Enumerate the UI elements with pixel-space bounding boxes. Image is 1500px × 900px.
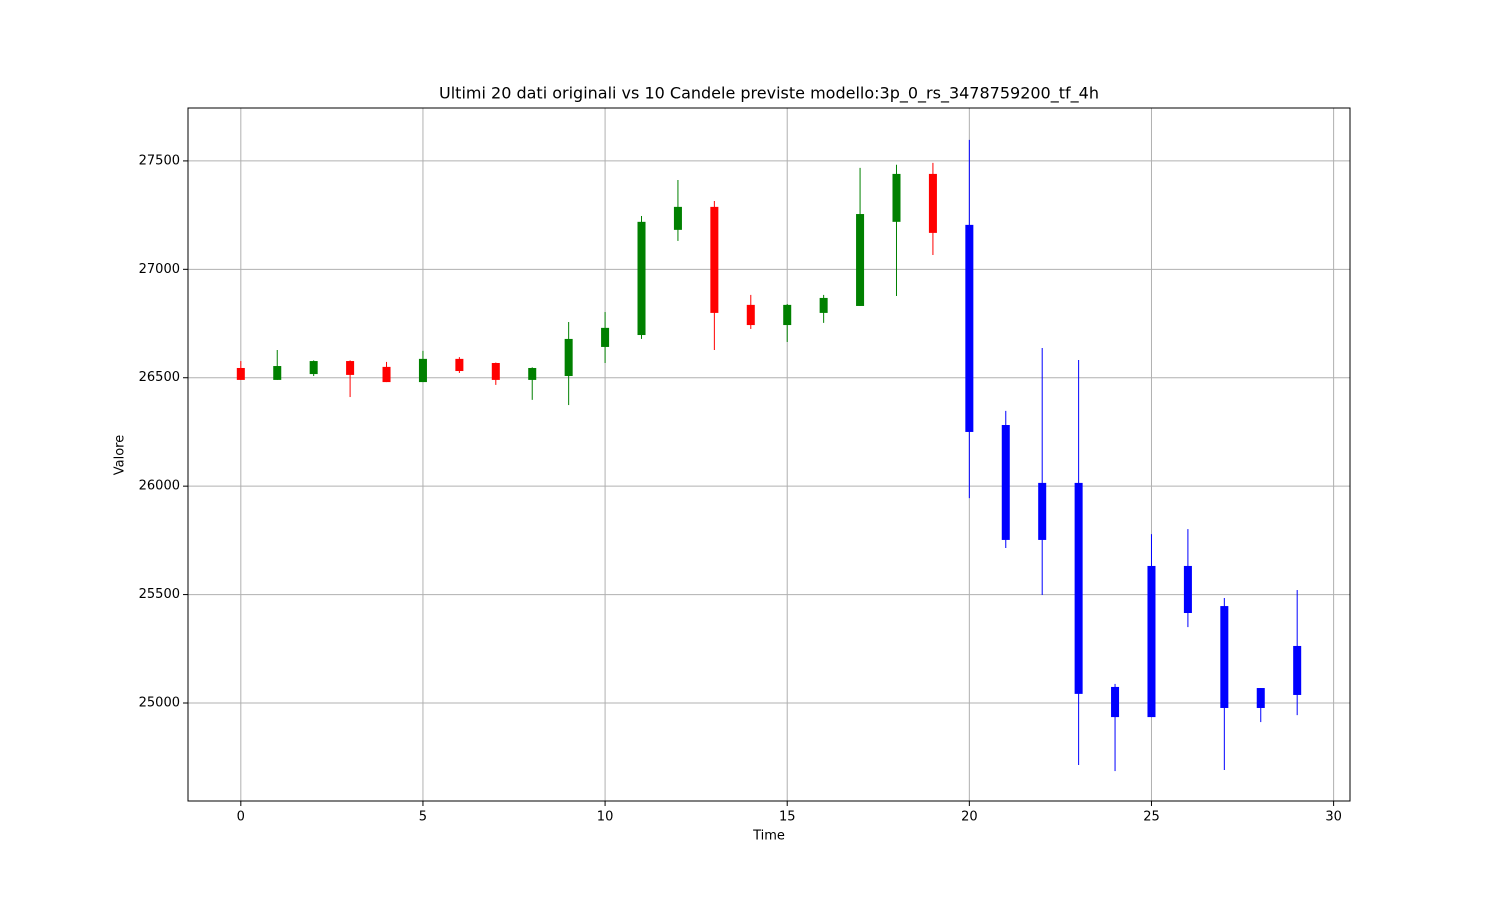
x-tick-label: 25 [1143,810,1160,825]
candle-body [746,304,755,326]
x-tick-label: 30 [1325,810,1342,825]
candle-body [819,297,828,313]
candle-body [418,358,427,383]
candle-body [455,358,464,372]
candle-body [1147,565,1156,718]
x-tick-label: 5 [419,810,427,825]
y-tick-label: 26500 [139,370,180,385]
candle-body [528,367,537,380]
x-tick-label: 15 [779,810,796,825]
candle-body [1220,606,1229,708]
candle-body [1293,645,1302,695]
y-tick-label: 26000 [139,479,180,494]
chart-title: Ultimi 20 dati originali vs 10 Candele p… [439,84,1099,104]
x-tick-label: 10 [597,810,614,825]
candle-body [856,214,865,306]
candle-body [928,173,937,233]
y-axis-label: Valore [113,435,128,475]
candle-body [564,338,573,377]
candle-body [1074,482,1083,694]
candle-body [1038,482,1047,540]
y-tick-label: 27500 [139,153,180,168]
candle-body [1001,425,1010,540]
candle-body [1111,686,1120,718]
candle-body [273,366,282,380]
candle-body [673,206,682,230]
y-tick-label: 27000 [139,262,180,277]
candle-body [892,173,901,222]
candle-body [309,361,318,375]
plot-frame [187,107,1351,802]
candle-body [601,327,610,347]
candle-body [710,206,719,313]
y-tick-label: 25500 [139,587,180,602]
candle-body [1256,688,1265,708]
y-tick-label: 25000 [139,695,180,710]
x-tick-label: 0 [237,810,245,825]
x-axis-label: Time [752,829,785,844]
candle-body [637,221,646,336]
candle-body [1183,565,1192,614]
candle-body [236,367,245,380]
candle-body [346,361,355,375]
x-tick-label: 20 [961,810,978,825]
candle-body [491,362,500,380]
candle-body [965,224,974,432]
candle-body [783,304,792,326]
candle-body [382,366,391,383]
